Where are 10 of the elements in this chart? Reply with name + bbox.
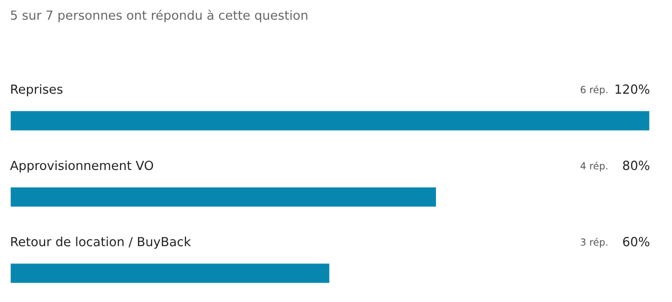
annotation: 4 rép. (580, 162, 608, 172)
y-tick-label: Retour de location / BuyBack (11, 236, 191, 249)
data-label: 120% (616, 84, 650, 94)
y-tick-label: Approvisionnement VO (10, 160, 154, 173)
y-tick-label: Reprises (11, 84, 62, 96)
chart-title: 5 sur 7 personnes ont répondu à cette question (10, 10, 308, 22)
data-label: 80% (623, 160, 650, 170)
annotation: 3 rép. (580, 238, 608, 248)
annotation: 6 rép. (580, 85, 608, 96)
data-label: 60% (623, 236, 650, 246)
